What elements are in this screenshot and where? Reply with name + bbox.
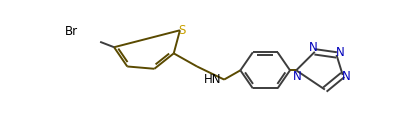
Text: Br: Br	[65, 25, 78, 38]
Text: N: N	[309, 42, 318, 54]
Text: N: N	[293, 70, 302, 83]
Text: N: N	[342, 70, 351, 83]
Text: S: S	[178, 24, 185, 37]
Text: N: N	[336, 46, 345, 59]
Text: HN: HN	[204, 73, 221, 86]
